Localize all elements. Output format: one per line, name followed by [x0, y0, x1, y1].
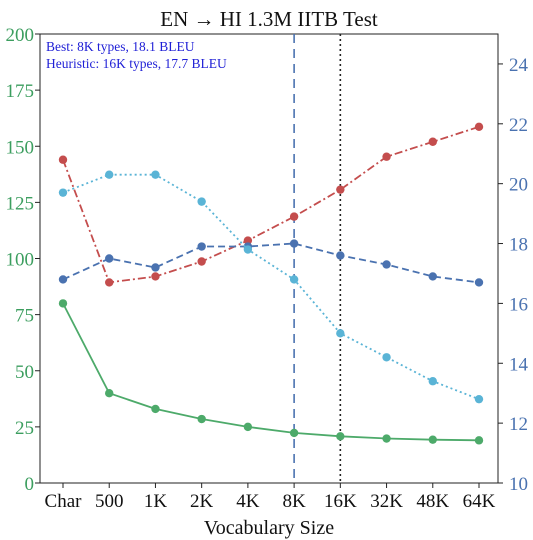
series-point-0 — [382, 434, 391, 443]
left-tick-label: 150 — [6, 137, 35, 158]
series-point-0 — [428, 435, 437, 444]
series-point-0 — [105, 389, 114, 398]
series-point-3 — [105, 170, 114, 179]
series-point-1 — [474, 122, 484, 131]
series-point-3 — [336, 329, 345, 338]
x-tick-label: 32K — [370, 491, 403, 512]
series-point-3 — [474, 394, 484, 404]
x-tick-label: 4K — [236, 491, 260, 512]
series-point-2 — [474, 278, 484, 287]
right-tick-label: 18 — [509, 235, 528, 256]
right-tick-label: 10 — [509, 474, 528, 495]
plot-area — [39, 33, 499, 484]
x-tick-label: 8K — [282, 491, 306, 512]
series-point-0 — [243, 422, 253, 432]
series-point-3 — [289, 275, 299, 284]
series-point-0 — [474, 436, 484, 445]
series-point-3 — [243, 245, 253, 254]
series-point-1 — [428, 137, 437, 146]
series-point-1 — [151, 272, 160, 281]
series-point-2 — [105, 254, 114, 263]
series-point-0 — [58, 299, 68, 308]
series-line-3 — [62, 173, 480, 401]
series-point-0 — [289, 428, 299, 438]
series-point-2 — [197, 242, 206, 251]
left-tick-label: 175 — [6, 81, 35, 102]
right-tick-label: 24 — [509, 55, 529, 76]
x-tick-label: 48K — [416, 491, 449, 512]
chart-title: EN → HI 1.3M IITB Test — [160, 7, 378, 31]
series-point-2 — [151, 263, 160, 272]
series-point-2 — [428, 272, 437, 281]
left-tick-label: 25 — [15, 418, 34, 439]
left-tick-label: 75 — [15, 306, 34, 327]
series-point-2 — [382, 260, 391, 269]
series-point-1 — [105, 278, 114, 287]
x-tick-label: Char — [45, 491, 83, 512]
left-tick-label: 125 — [6, 193, 35, 214]
series-point-0 — [197, 414, 206, 424]
left-tick-label: 0 — [25, 474, 35, 495]
series-point-3 — [428, 377, 437, 386]
annotation-heuristic: Heuristic: 16K types, 17.7 BLEU — [46, 56, 227, 71]
series-point-1 — [243, 236, 253, 245]
series-point-2 — [58, 275, 68, 284]
series-point-0 — [151, 404, 160, 414]
series-point-1 — [336, 185, 345, 194]
x-tick-label: 16K — [324, 491, 357, 512]
series-line-0 — [62, 302, 480, 442]
series-point-0 — [336, 432, 345, 441]
x-tick-label: 1K — [144, 491, 168, 512]
x-tick-label: 2K — [190, 491, 214, 512]
right-tick-label: 22 — [509, 115, 528, 136]
series-point-1 — [197, 257, 206, 266]
left-tick-label: 50 — [15, 362, 34, 383]
series-point-1 — [289, 212, 299, 221]
chart-dynamic-layer: Char 500 1K 2K 4K 8K 16K 32K 48K 64K 0 25 50 75 100 125… — [6, 25, 529, 512]
series-point-3 — [58, 188, 68, 197]
right-tick-label: 14 — [509, 354, 529, 375]
right-tick-label: 20 — [509, 175, 528, 196]
series-point-3 — [151, 170, 160, 179]
right-tick-label: 16 — [509, 294, 528, 315]
x-tick-label: 64K — [463, 491, 496, 512]
right-tick-label: 12 — [509, 414, 528, 435]
series-point-1 — [382, 152, 391, 161]
left-tick-label: 200 — [6, 25, 35, 46]
series-point-2 — [336, 251, 345, 260]
x-axis-label: Vocabulary Size — [204, 517, 334, 539]
left-tick-label: 100 — [6, 250, 35, 271]
x-tick-label: 500 — [95, 491, 124, 512]
series-point-3 — [382, 353, 391, 362]
annotation-best: Best: 8K types, 18.1 BLEU — [46, 39, 195, 54]
series-point-3 — [197, 197, 206, 206]
series-point-1 — [58, 155, 68, 164]
series-point-2 — [289, 239, 299, 248]
